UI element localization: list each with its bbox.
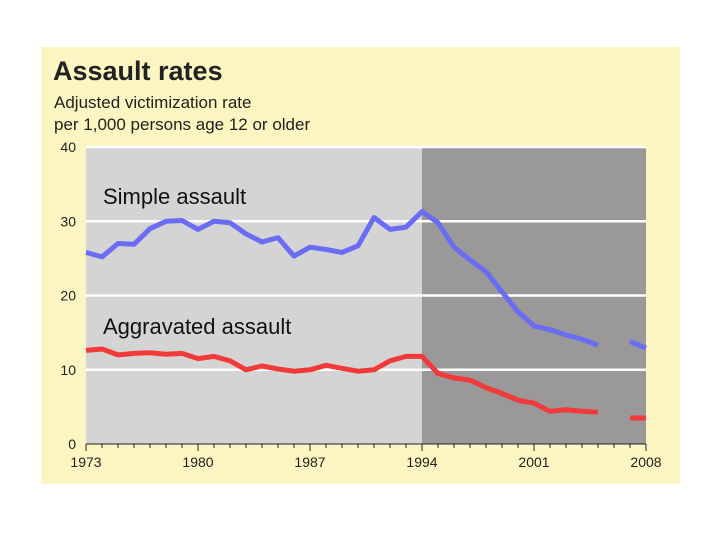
x-tick-label-2001: 2001 (518, 454, 549, 470)
x-tick-label-1994: 1994 (406, 454, 437, 470)
x-tick-label-2008: 2008 (630, 454, 661, 470)
x-tick-label-1980: 1980 (182, 454, 213, 470)
y-tick-label-0: 0 (68, 436, 76, 452)
y-tick-label-10: 10 (60, 362, 76, 378)
series-line-1-segment-0 (85, 346, 599, 415)
series-layer (85, 209, 647, 421)
chart-subtitle-line2: per 1,000 persons age 12 or older (54, 115, 311, 134)
axes: 1973 1980 1987 1994 2001 2008 0 10 20 30 40 (60, 139, 661, 470)
chart-title: Assault rates (53, 56, 223, 86)
y-tick-label-20: 20 (60, 288, 76, 304)
y-tick-label-30: 30 (60, 213, 76, 229)
x-tick-label-1973: 1973 (70, 454, 101, 470)
y-tick-label-40: 40 (60, 139, 76, 155)
series-line-0-segment-0 (85, 209, 599, 348)
chart-subtitle-line1: Adjusted victimization rate (54, 93, 252, 112)
series-label-aggravated-assault: Aggravated assault (103, 314, 291, 339)
series-line-0-segment-1 (629, 339, 647, 351)
series-label-simple-assault: Simple assault (103, 184, 246, 209)
x-tick-label-1987: 1987 (294, 454, 325, 470)
